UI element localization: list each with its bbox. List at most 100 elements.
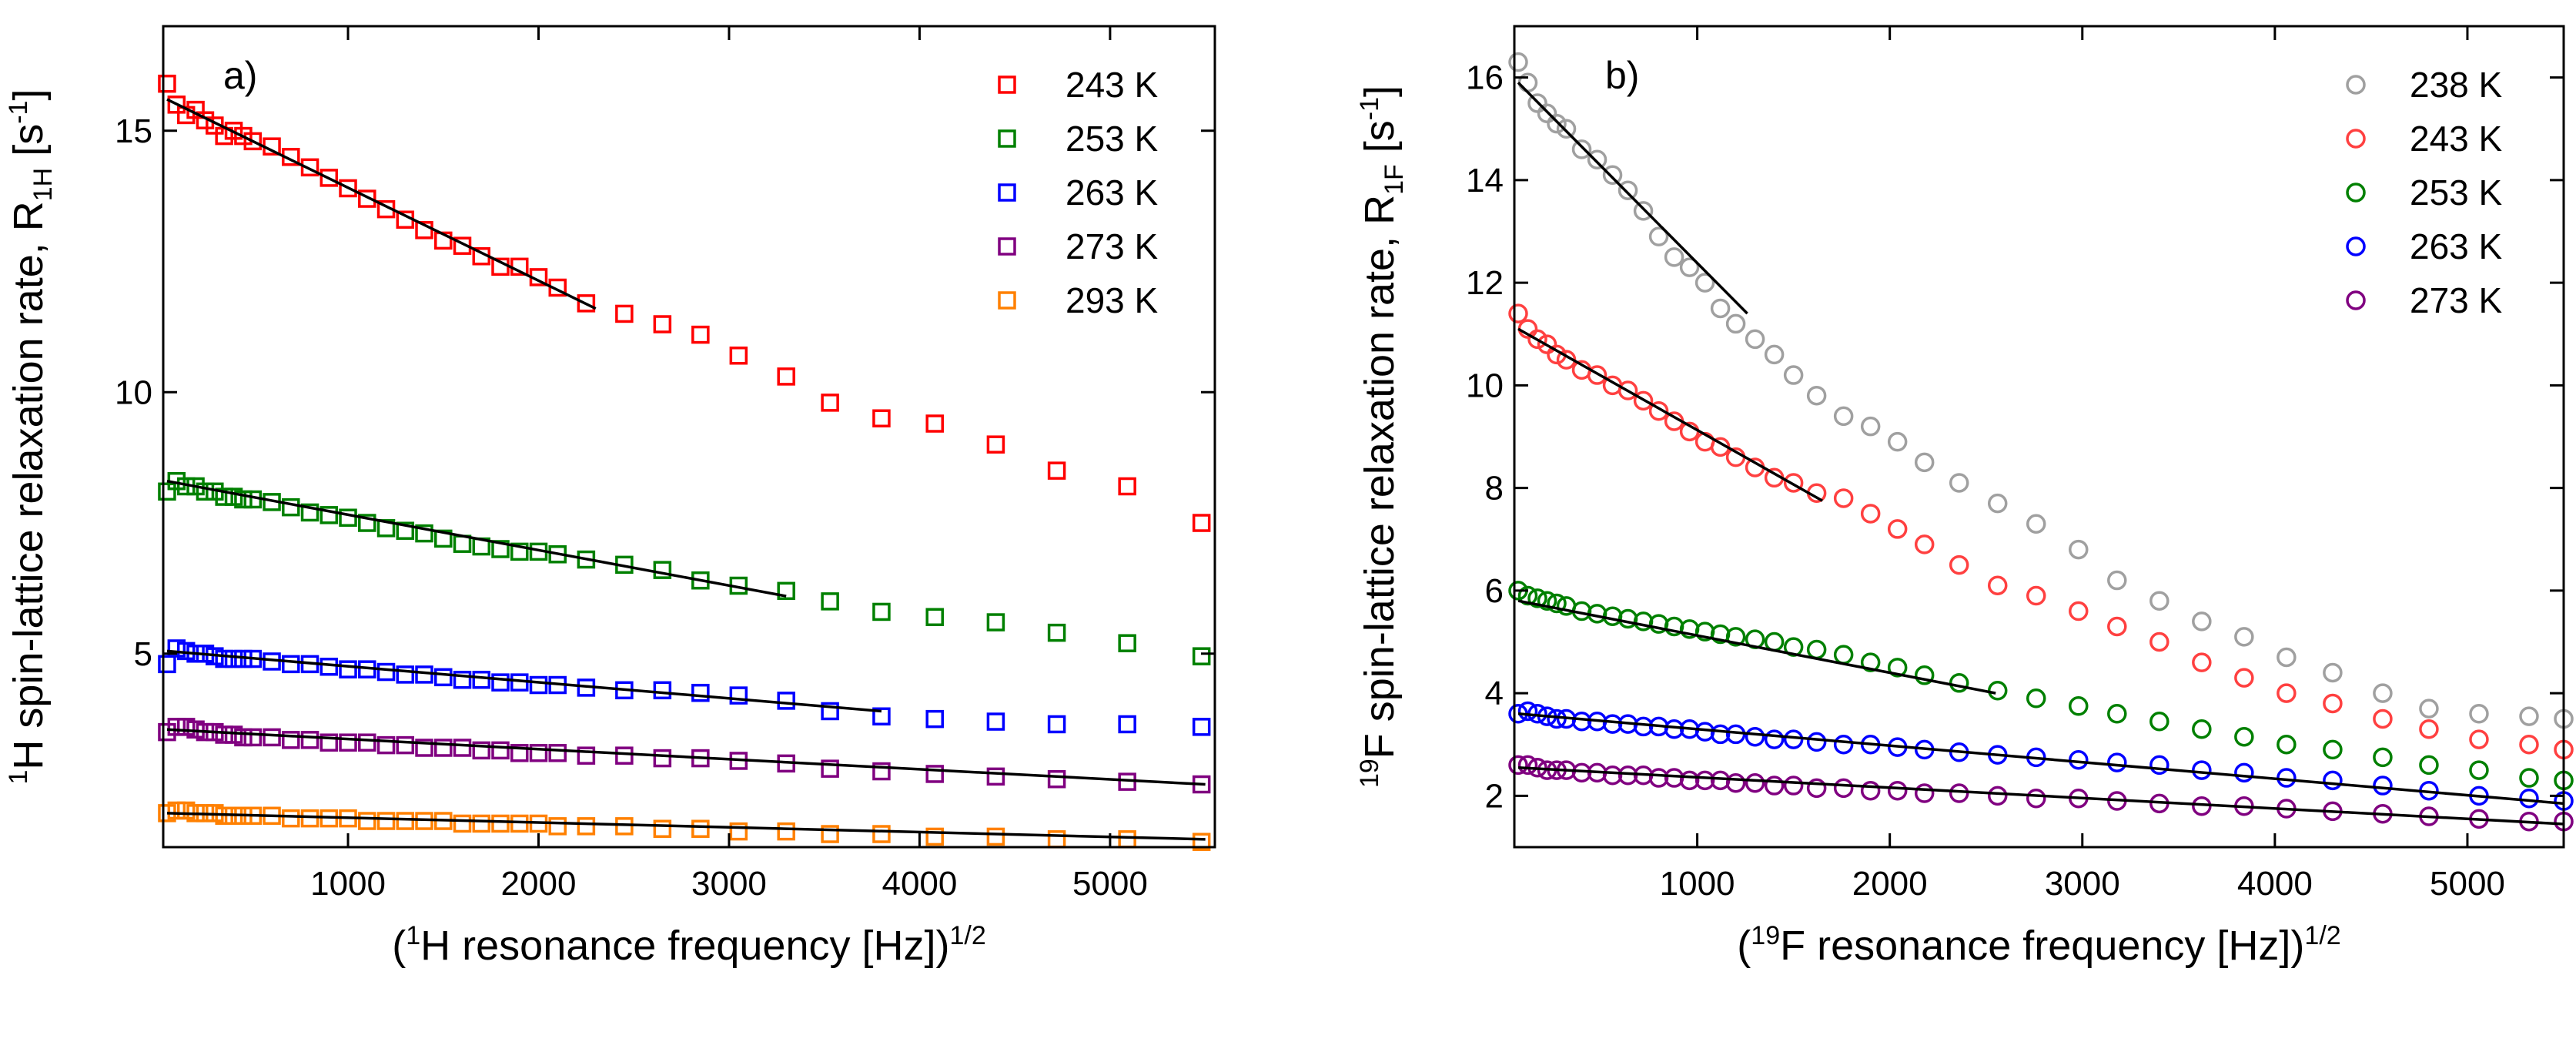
data-point [1527,588,1547,608]
data-point [1602,165,1623,185]
data-point [415,524,433,543]
data-point [376,662,396,682]
data-point [2107,616,2127,637]
legend-marker [998,237,1016,256]
data-point [1694,770,1715,791]
data-point [434,739,453,757]
data-point [2069,696,2089,716]
data-point [1679,770,1700,791]
data-point [2469,704,2489,724]
fit-line [166,812,1206,841]
data-point [1806,732,1827,752]
data-point [1710,298,1731,319]
data-point [2323,693,2343,714]
data-point [777,581,795,601]
data-point [215,649,233,668]
data-point [1783,729,1804,749]
data-point [1783,776,1804,796]
data-point [1745,329,1765,350]
data-point [986,767,1005,786]
data-point [243,490,263,509]
legend-marker [2346,236,2366,256]
data-point [1648,400,1669,421]
plot-frame [162,25,1216,849]
data-point [2519,735,2539,755]
legend-label: 243 K [1066,65,1159,105]
data-point [1527,329,1547,350]
data-point [1860,504,1881,524]
data-point [1192,514,1211,532]
data-point [167,95,186,114]
data-point [339,660,357,678]
data-point [1047,461,1066,480]
data-point [319,506,339,524]
data-point [2323,770,2343,791]
data-point [615,304,634,323]
data-point [729,686,748,705]
legend-item: 273 K [2346,280,2503,320]
data-point [1192,833,1211,851]
data-point [376,812,396,830]
data-point [1192,647,1211,665]
legend-label: 238 K [2410,65,2503,105]
data-point [1783,365,1804,385]
data-point [925,608,944,626]
data-point [396,665,415,684]
legend-label: 273 K [1066,226,1159,266]
data-point [2069,539,2089,560]
fit-line [1517,712,2564,806]
data-point [821,394,839,412]
data-point [2519,706,2539,726]
data-point [282,497,300,517]
data-point [234,126,253,146]
data-point [1914,534,1935,554]
data-point [319,733,339,752]
fit-line [166,98,597,310]
data-point [2277,735,2297,755]
data-point [872,707,891,726]
data-point [2149,755,2170,776]
series-263-k [158,639,1211,736]
data-point [1508,755,1528,776]
data-point [2419,719,2439,739]
fit-line [1517,766,2564,826]
data-point [396,735,415,755]
data-point [821,702,839,721]
fit-line [1517,327,1824,502]
data-point [300,503,319,522]
data-point [1783,473,1804,493]
data-point [1987,575,2008,595]
legend-item: 253 K [998,119,1159,159]
y-tick-label: 8 [1485,470,1504,508]
plot-frame [1513,25,2565,849]
data-point [2323,739,2343,760]
data-point [2234,727,2254,747]
data-point [615,746,634,765]
data-point [1047,769,1066,789]
data-point [158,655,176,674]
data-point [577,817,596,836]
data-point [376,735,396,755]
data-point [1118,715,1136,734]
data-point [158,74,176,93]
x-tick-label: 5000 [1072,865,1148,903]
data-point [491,673,510,692]
fit-lines [1517,82,2564,826]
data-point [1860,652,1881,672]
data-point [1914,783,1935,803]
data-point [2469,760,2489,780]
data-point [1192,718,1211,736]
data-point [300,731,319,749]
data-point [1547,113,1567,134]
data-point [415,665,433,684]
series-243-k [158,74,1211,532]
data-point [2107,752,2127,772]
data-point [510,814,529,833]
data-point [653,315,672,333]
data-point [1725,772,1746,793]
data-point [2323,662,2343,683]
data-point [529,675,548,695]
panel-label: a) [223,54,257,97]
data-point [691,819,710,838]
data-point [577,294,596,313]
